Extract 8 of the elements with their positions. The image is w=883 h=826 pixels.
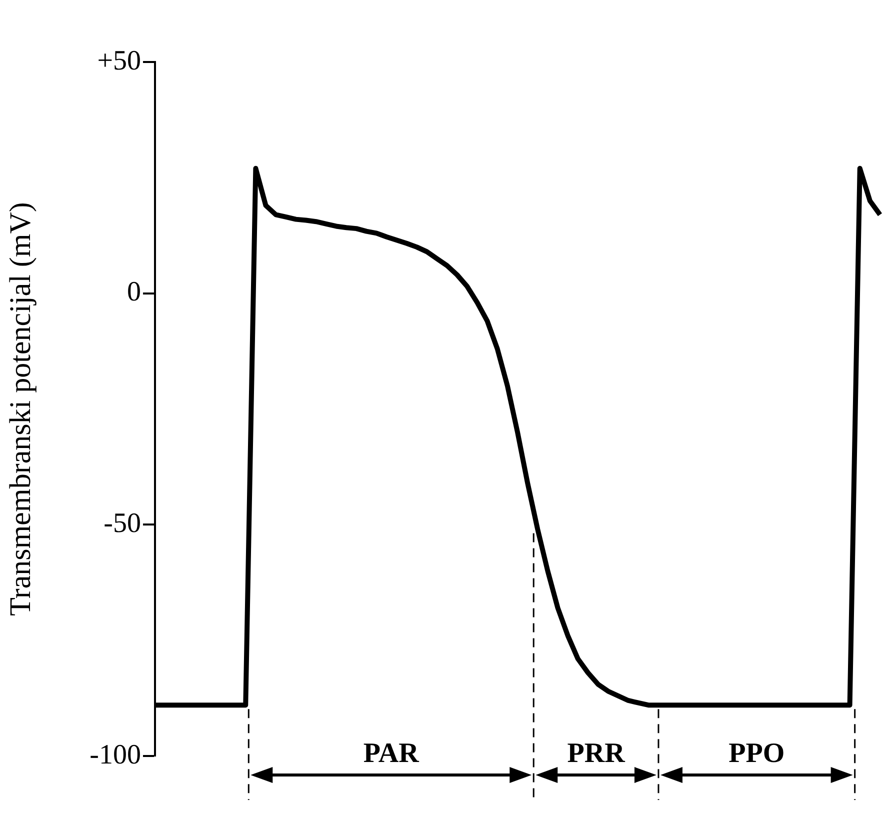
y-tick-label: +50 (97, 45, 141, 76)
y-tick-label: 0 (127, 276, 141, 308)
y-tick-label: -100 (90, 739, 141, 770)
y-axis-title: Transmembranski potencijal (mV) (4, 202, 37, 616)
y-tick-label: -50 (104, 508, 141, 540)
annotation: PPO (728, 738, 785, 770)
annotation: PAR (363, 738, 420, 770)
annotation: PRR (567, 738, 626, 770)
